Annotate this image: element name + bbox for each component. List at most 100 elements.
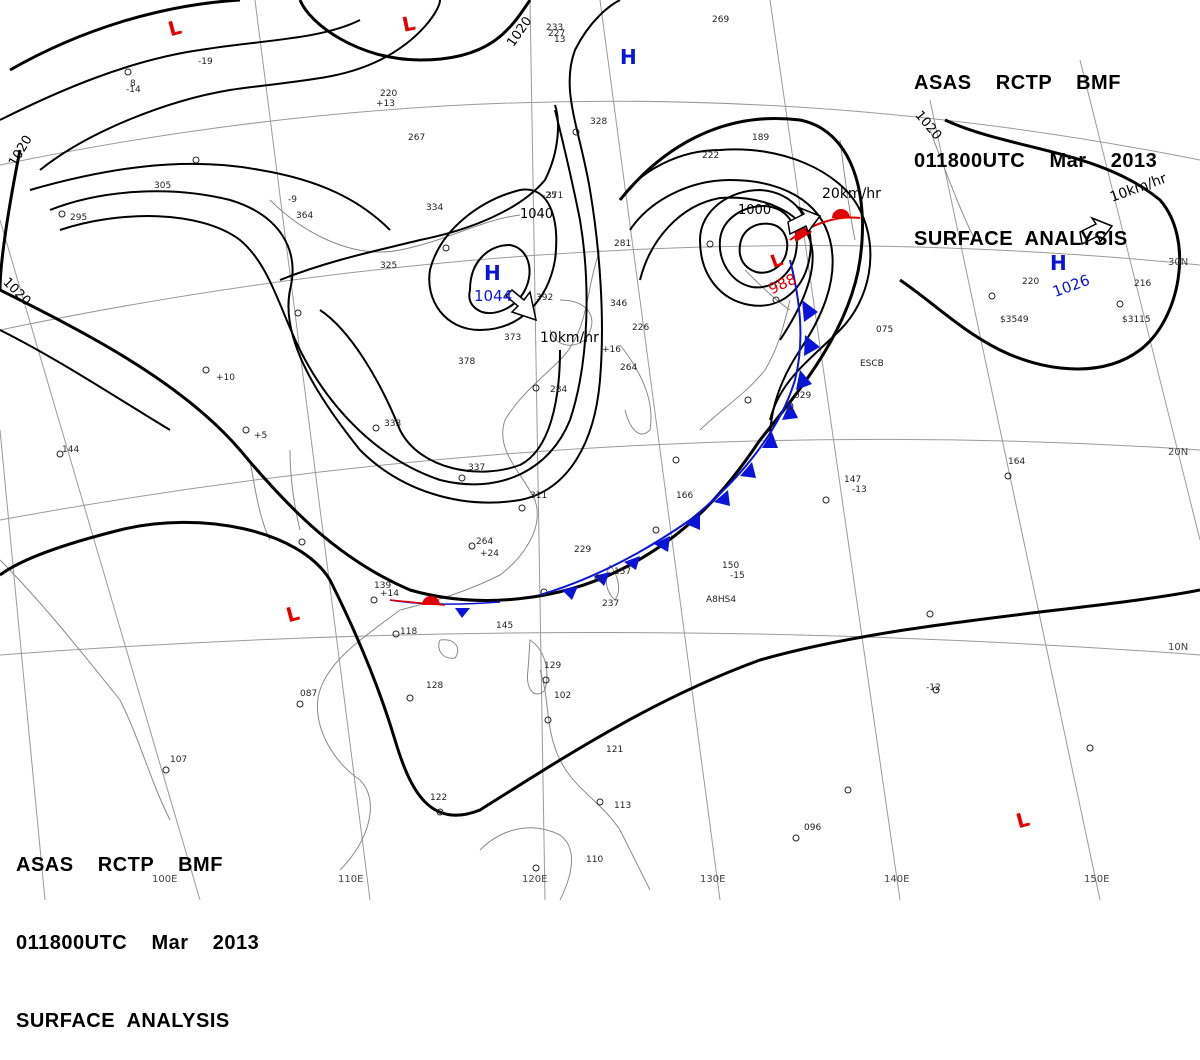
station-value: -12 (926, 683, 941, 693)
isobar-low-ring-3 (738, 222, 789, 274)
station-value: 281 (614, 239, 631, 249)
lon-label-150e: 150E (1084, 874, 1109, 885)
station-value: 189 (752, 133, 769, 143)
station-value: -25 (542, 191, 557, 201)
station-value: $3549 (1000, 315, 1029, 325)
coastlines (0, 129, 976, 900)
high-center-1044-value: 1044 (474, 287, 512, 305)
header-bottom: ASAS RCTP BMF 011800UTC Mar 2013 SURFACE… (16, 800, 259, 1060)
station-value: 102 (554, 691, 571, 701)
meridian-110e (254, 0, 371, 900)
motion-arrows (504, 206, 1114, 322)
station-value: +14 (380, 589, 399, 599)
coast-kamchatka (929, 129, 976, 241)
footer-agency: ASAS RCTP BMF (16, 854, 223, 876)
station-value: 164 (1008, 457, 1025, 467)
isobar-label-1000: 1000 (738, 203, 771, 218)
station-value: 121 (606, 745, 623, 755)
high-center-n: H (620, 45, 637, 69)
isobar-1024-b (29, 162, 391, 231)
isobar-trough-2 (629, 179, 834, 441)
lon-label-110e: 110E (338, 874, 363, 885)
coast-india (0, 559, 171, 821)
high-center-1044: H (484, 261, 501, 285)
station-value: 233 (546, 23, 563, 33)
station-value: -14 (126, 85, 141, 95)
header-time: 011800UTC Mar 2013 (914, 150, 1158, 172)
lon-label-100e: 100E (152, 874, 177, 885)
station-value: 346 (610, 299, 627, 309)
station-value: 311 (530, 491, 547, 501)
isobar-1024-a (39, 0, 441, 171)
station-value: 227 (548, 29, 565, 39)
station-value: $3115 (1122, 315, 1151, 325)
isobar-low-ring-2 (718, 204, 798, 289)
motion-arrow-low-988 (787, 206, 822, 236)
isobar-trough-3 (639, 196, 814, 341)
cold-front-line (539, 259, 802, 596)
isobar-1020-north (9, 0, 241, 72)
grid-labels: 110E 120E 130E 140E 150E 100E 30N 20N 10… (152, 257, 1188, 885)
station-value: 075 (876, 325, 893, 335)
isobar-1020-south (0, 520, 1200, 817)
lat-label-30n: 30N (1168, 257, 1188, 268)
station-value: 392 (536, 293, 553, 303)
station-value: 295 (70, 213, 87, 223)
meridian-140e (769, 0, 901, 900)
coast-borneo (479, 827, 573, 900)
isobars (0, 0, 1200, 817)
stationary-front-tri (455, 608, 470, 618)
station-value: 150 (722, 561, 739, 571)
coast-philippines (539, 669, 651, 891)
station-value: 334 (426, 203, 443, 213)
station-value: 325 (380, 261, 397, 271)
station-value: +24 (480, 549, 499, 559)
station-value: 267 (408, 133, 425, 143)
motion-label-1044: 10km/hr (540, 330, 599, 346)
station-value: 118 (400, 627, 417, 637)
station-value: +10 (216, 373, 235, 383)
stationary-front-red (389, 599, 446, 606)
isobar-1020-north2 (298, 0, 532, 62)
coast-hainan (438, 639, 459, 659)
high-center-1026: H (1050, 251, 1067, 275)
isobar-outer-west-1 (0, 19, 361, 121)
station-value: 226 (632, 323, 649, 333)
station-value: 305 (154, 181, 171, 191)
station-value: 147 (844, 475, 861, 485)
station-value: 371 (546, 191, 563, 201)
station-value: 364 (296, 211, 313, 221)
station-value: A8HS4 (706, 595, 736, 605)
station-value: 107 (170, 755, 187, 765)
coast-sakhalin (839, 139, 856, 241)
station-value: 373 (504, 333, 521, 343)
station-value: 269 (712, 15, 729, 25)
station-value: 216 (1134, 279, 1151, 289)
station-value: 110 (586, 855, 603, 865)
coast-korea (619, 344, 652, 435)
station-value: 13 (554, 35, 565, 45)
motion-arrow-high-1026 (1079, 216, 1114, 246)
isobar-1040 (428, 188, 558, 331)
station-value: 128 (426, 681, 443, 691)
motion-label-988: 20km/hr (822, 186, 881, 202)
terrain-tibet (249, 449, 301, 541)
lat-label-10n: 10N (1168, 642, 1188, 653)
lon-label-140e: 140E (884, 874, 909, 885)
isobar-1028 (49, 0, 621, 504)
isobar-outer-west-2 (0, 329, 171, 431)
meridian-100e (0, 219, 201, 900)
header-top: ASAS RCTP BMF 011800UTC Mar 2013 SURFACE… (914, 18, 1157, 278)
station-value: 328 (590, 117, 607, 127)
station-value: +16 (602, 345, 621, 355)
stationary-front-bump (422, 596, 440, 605)
station-value: -19 (198, 57, 213, 67)
station-symbols (56, 68, 1124, 872)
parallel-40n (0, 100, 1200, 166)
isobar-1020-west (0, 149, 22, 291)
station-value: 264 (476, 537, 493, 547)
station-value: 087 (300, 689, 317, 699)
parallel-20n (0, 438, 1200, 521)
station-value: 157 (614, 567, 631, 577)
